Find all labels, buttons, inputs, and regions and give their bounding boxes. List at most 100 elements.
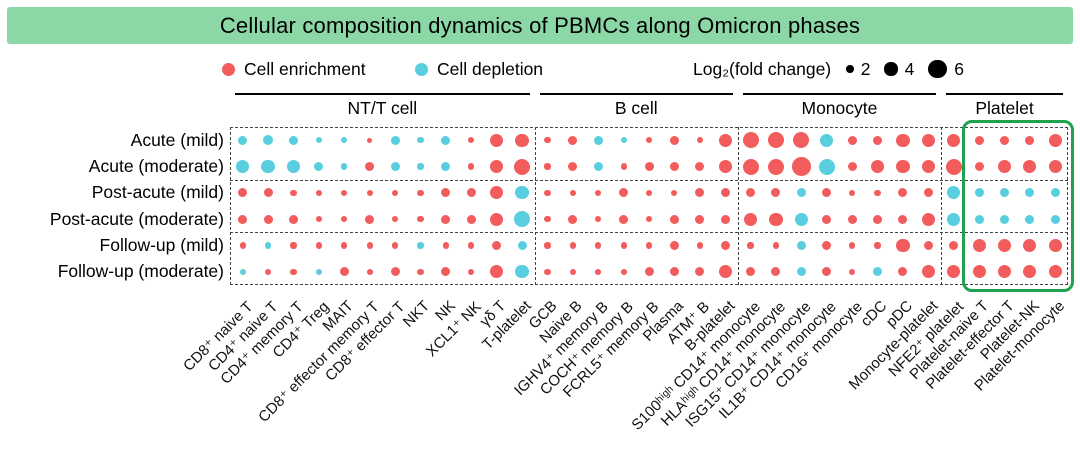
dot [746,188,756,198]
dot [339,267,349,277]
dot [315,268,322,275]
group-header-label: B cell [614,98,658,118]
dot [238,188,248,198]
dot [544,163,551,170]
dot [366,189,373,196]
dot [873,267,883,277]
dot [442,242,449,249]
dot [620,163,627,170]
dot [441,188,451,198]
dot [921,159,935,174]
highlight-box [962,120,1074,292]
group-header-label: NT/T cell [347,98,418,118]
dot [544,242,551,249]
dot [390,267,400,277]
dot [315,216,322,223]
dot [718,159,732,174]
row-label: Follow-up (moderate) [57,261,224,282]
group-separator [737,127,739,285]
dot [796,267,806,277]
dot [772,242,780,249]
dot [1050,188,1060,198]
row-label: Follow-up (mild) [99,235,224,255]
dot [822,267,832,277]
dot [947,265,961,279]
dot [669,135,679,145]
dot [949,241,959,250]
row-label: Post-acute (moderate) [49,208,224,229]
dot [1023,238,1037,253]
dot [695,267,705,277]
dot [1000,188,1009,198]
dot [262,134,274,146]
dot [620,268,627,275]
dot [367,137,373,143]
dot [720,188,730,198]
dot [898,267,908,277]
dot [595,268,602,275]
dot [620,137,627,144]
dot [341,137,348,144]
dot [315,189,322,196]
dot [945,158,962,175]
row-label: Post-acute (mild) [91,182,224,203]
dot [286,159,301,174]
dot [645,189,653,196]
row-label: Acute (mild) [130,129,224,150]
dot [341,189,348,196]
dot [669,162,679,171]
dot [696,137,703,144]
dot [391,216,399,223]
dot [1048,265,1062,279]
dot [569,268,576,275]
dot [997,159,1012,174]
dot [645,242,653,249]
dot [417,216,424,223]
dot [441,214,451,224]
dot [290,189,297,196]
figure-title: Cellular composition dynamics of PBMCs a… [219,12,861,38]
dot [544,189,551,196]
dot [417,242,424,249]
dot [314,162,324,171]
dot [974,135,984,145]
dot [238,214,248,224]
size-legend-label: Log₂(fold change) [693,58,832,79]
dot [771,188,781,198]
dot [290,242,297,249]
dot [568,214,578,224]
size-legend-item: 6 [928,59,964,80]
dot [1048,159,1062,174]
legend-depletion-label: Cell depletion [437,58,544,79]
dot [767,158,784,175]
dot [1050,214,1060,224]
figure-title-bar: Cellular composition dynamics of PBMCs a… [7,7,1073,44]
dot [490,159,504,174]
dot [366,242,373,249]
dot [972,238,986,253]
row-label: Acute (moderate) [88,156,224,176]
dot [847,162,857,171]
dot [896,238,910,253]
dot [288,214,298,224]
dot [921,265,935,279]
dot [849,242,856,249]
dot [1000,214,1009,224]
dot [568,162,578,171]
dot [595,242,602,249]
dot [794,212,808,226]
dot [490,133,504,147]
dot [847,135,857,145]
dot [742,132,759,149]
dot [1023,159,1037,174]
plot-area [230,127,1068,285]
dot [898,188,908,198]
dot [263,188,273,198]
dot [771,267,781,277]
legend: Cell enrichment Cell depletion Log₂(fold… [0,53,1080,85]
dot [620,242,627,249]
dot [644,162,654,171]
dot [466,188,476,198]
dot [720,214,730,224]
dot [441,135,451,145]
